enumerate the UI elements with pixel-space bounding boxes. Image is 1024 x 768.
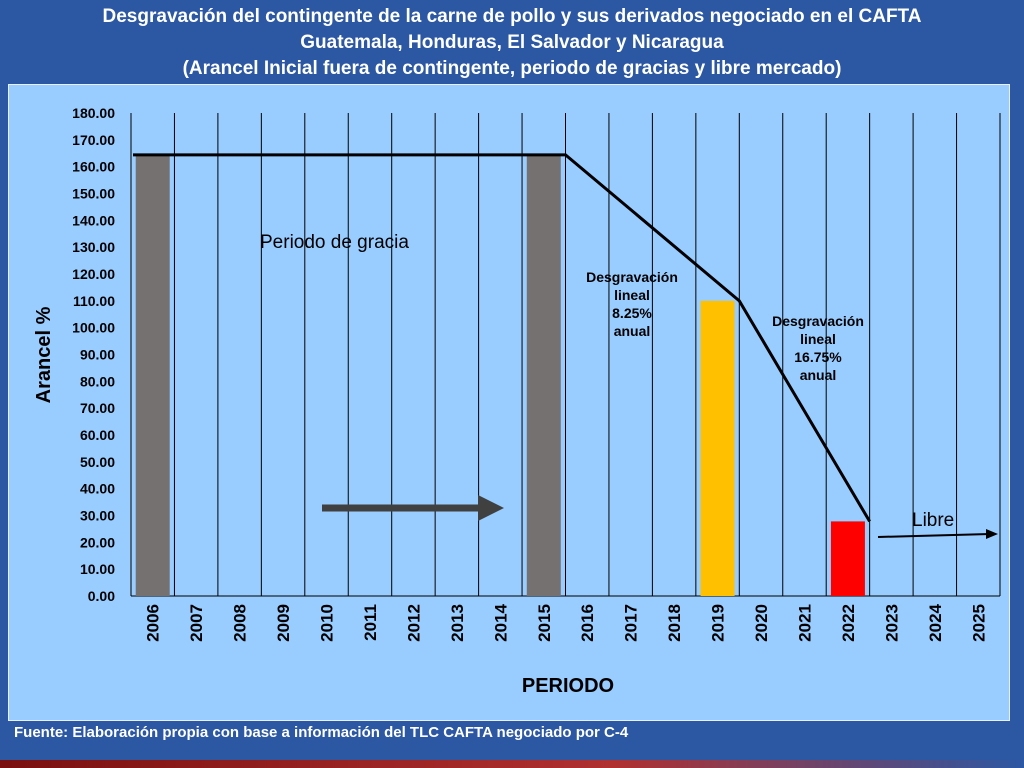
- annotation-phase2-line: anual: [800, 367, 837, 383]
- x-tick-label: 2015: [535, 604, 554, 642]
- free-arrow-shaft: [877, 533, 991, 538]
- y-tick-label: 60.00: [80, 427, 115, 443]
- x-tick-label: 2020: [752, 604, 771, 642]
- y-tick-label: 0.00: [88, 588, 115, 604]
- x-tick-label: 2013: [448, 604, 467, 642]
- annotation-grace-period: Periodo de gracia: [260, 232, 409, 253]
- y-axis-title: Arancel %: [33, 306, 55, 403]
- title-line-3: (Arancel Inicial fuera de contingente, p…: [182, 58, 842, 79]
- annotation-phase2-line: lineal: [800, 331, 836, 347]
- grace-arrow-head: [478, 495, 504, 521]
- x-tick-label: 2021: [795, 604, 814, 642]
- bar: [135, 154, 170, 597]
- x-tick-label: 2009: [274, 604, 293, 642]
- annotation-phase1-line: Desgravación: [586, 269, 678, 285]
- y-tick-label: 100.00: [72, 320, 115, 336]
- annotation-phase2-line: 16.75%: [794, 349, 842, 365]
- annotation-phase1-line: 8.25%: [612, 305, 652, 321]
- y-tick-label: 30.00: [80, 508, 115, 524]
- title-line-1: Desgravación del contingente de la carne…: [102, 6, 922, 27]
- y-tick-label: 70.00: [80, 400, 115, 416]
- x-tick-label: 2011: [361, 604, 380, 641]
- x-tick-label: 2022: [839, 604, 858, 642]
- y-tick-label: 130.00: [72, 239, 115, 255]
- y-tick-label: 20.00: [80, 534, 115, 550]
- plot-panel: [8, 84, 1010, 721]
- y-tick-label: 40.00: [80, 481, 115, 497]
- y-tick-label: 110.00: [73, 293, 115, 309]
- y-tick-label: 80.00: [80, 373, 115, 389]
- y-tick-label: 150.00: [72, 186, 115, 202]
- y-tick-label: 170.00: [72, 132, 115, 148]
- x-axis-title: PERIODO: [522, 675, 614, 697]
- annotation-free: Libre: [912, 510, 954, 531]
- y-tick-label: 180.00: [72, 105, 115, 121]
- annotation-phase2-line: Desgravación: [772, 313, 864, 329]
- bar: [700, 300, 735, 596]
- y-tick-label: 140.00: [72, 212, 115, 228]
- chart-title: Desgravación del contingente de la carne…: [0, 4, 1024, 82]
- tariff-line: [133, 153, 871, 523]
- title-line-2: Guatemala, Honduras, El Salvador y Nicar…: [300, 32, 724, 53]
- x-tick-label: 2010: [318, 604, 337, 642]
- x-tick-label: 2007: [187, 604, 206, 642]
- x-tick-label: 2014: [491, 603, 510, 641]
- x-tick-label: 2006: [144, 604, 163, 642]
- source-note: Fuente: Elaboración propia con base a in…: [14, 724, 629, 741]
- x-tick-label: 2019: [709, 604, 728, 642]
- x-tick-label: 2008: [231, 604, 250, 642]
- bar: [830, 521, 865, 596]
- y-tick-label: 90.00: [80, 347, 115, 363]
- x-tick-label: 2023: [882, 604, 901, 642]
- bottom-strip: [0, 760, 1024, 768]
- annotation-phase1-line: anual: [614, 323, 651, 339]
- bar: [526, 154, 561, 597]
- y-tick-label: 10.00: [80, 561, 115, 577]
- annotation-phase1-line: lineal: [614, 287, 650, 303]
- x-tick-label: 2025: [969, 604, 988, 642]
- x-tick-label: 2017: [622, 604, 641, 642]
- y-tick-label: 120.00: [72, 266, 115, 282]
- y-tick-label: 50.00: [80, 454, 115, 470]
- x-tick-label: 2018: [665, 604, 684, 642]
- x-tick-label: 2024: [926, 603, 945, 641]
- y-tick-label: 160.00: [72, 159, 115, 175]
- free-arrow-head: [986, 529, 998, 539]
- x-tick-label: 2016: [578, 604, 597, 642]
- x-tick-label: 2012: [404, 604, 423, 642]
